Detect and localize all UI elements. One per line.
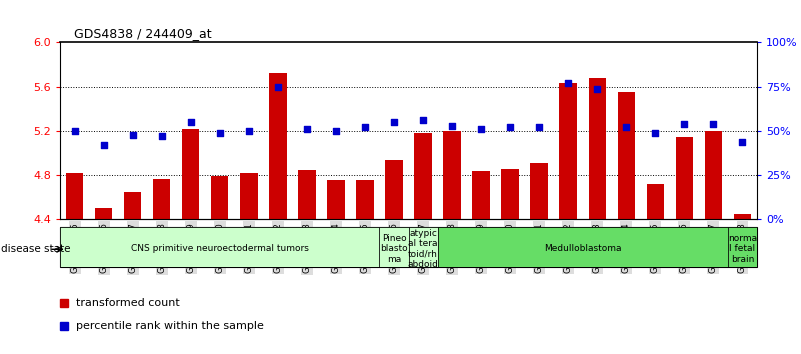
Point <box>562 80 574 86</box>
Bar <box>705 131 722 219</box>
Bar <box>385 160 403 219</box>
Point <box>678 121 690 127</box>
Point <box>417 118 429 123</box>
Point <box>707 121 720 127</box>
Bar <box>327 180 344 219</box>
Bar <box>437 227 728 267</box>
Bar <box>734 214 751 219</box>
Point <box>388 119 400 125</box>
Point <box>155 133 168 139</box>
Point <box>475 126 488 132</box>
Point <box>97 142 110 148</box>
Point <box>243 128 256 134</box>
Point <box>533 125 545 130</box>
Text: norma
l fetal
brain: norma l fetal brain <box>728 234 757 264</box>
Point <box>649 130 662 136</box>
Bar <box>95 209 112 219</box>
Bar <box>589 78 606 219</box>
Point <box>184 119 197 125</box>
Point <box>620 125 633 130</box>
Point <box>736 139 749 144</box>
Bar <box>356 180 373 219</box>
Point <box>591 86 604 91</box>
Text: Medulloblastoma: Medulloblastoma <box>544 245 622 253</box>
Text: disease state: disease state <box>1 244 70 254</box>
Bar <box>380 227 409 267</box>
Bar <box>618 92 635 219</box>
Text: atypic
al tera
toid/rh
abdoid: atypic al tera toid/rh abdoid <box>408 229 438 269</box>
Bar <box>269 74 287 219</box>
Bar <box>182 129 199 219</box>
Bar <box>240 173 257 219</box>
Point <box>272 84 284 90</box>
Bar <box>298 170 316 219</box>
Text: percentile rank within the sample: percentile rank within the sample <box>76 321 264 331</box>
Bar <box>530 163 548 219</box>
Point <box>504 125 517 130</box>
Bar <box>675 137 693 219</box>
Text: transformed count: transformed count <box>76 298 180 308</box>
Bar <box>211 176 228 219</box>
Bar <box>409 227 437 267</box>
Point <box>300 126 313 132</box>
Text: CNS primitive neuroectodermal tumors: CNS primitive neuroectodermal tumors <box>131 245 308 253</box>
Bar <box>443 131 461 219</box>
Bar <box>60 227 380 267</box>
Point <box>359 125 372 130</box>
Point <box>127 132 139 137</box>
Bar <box>559 84 577 219</box>
Point <box>329 128 342 134</box>
Bar <box>153 178 171 219</box>
Point <box>68 128 81 134</box>
Point <box>213 130 226 136</box>
Bar <box>501 169 519 219</box>
Bar <box>66 173 83 219</box>
Bar <box>124 192 141 219</box>
Text: Pineo
blasto
ma: Pineo blasto ma <box>380 234 408 264</box>
Bar <box>473 171 489 219</box>
Point <box>445 123 458 129</box>
Bar <box>646 184 664 219</box>
Text: GDS4838 / 244409_at: GDS4838 / 244409_at <box>74 27 211 40</box>
Bar <box>728 227 757 267</box>
Bar <box>414 133 432 219</box>
